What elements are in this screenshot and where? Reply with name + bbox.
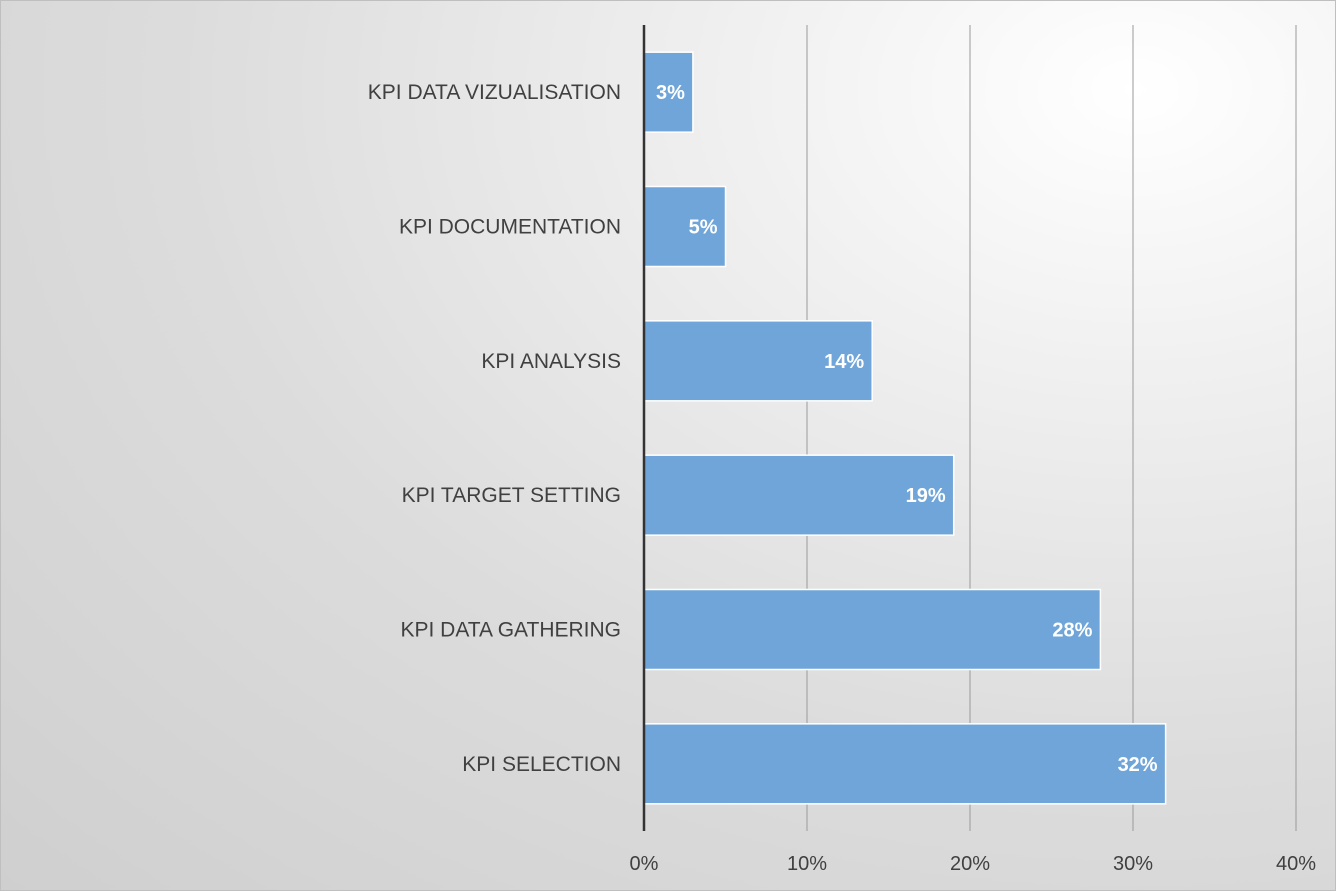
- category-label: KPI SELECTION: [462, 753, 621, 776]
- data-label: 5%: [689, 217, 718, 239]
- category-label: KPI DOCUMENTATION: [399, 216, 621, 239]
- bar: [643, 185, 727, 268]
- x-axis-ticks: 0% 10% 20% 30% 40%: [630, 853, 1317, 875]
- x-tick-label: 0%: [630, 853, 659, 875]
- x-tick-label: 10%: [787, 853, 827, 875]
- category-label: KPI DATA VIZUALISATION: [368, 81, 621, 104]
- category-labels: KPI DATA VIZUALISATION KPI DOCUMENTATION K…: [368, 81, 621, 776]
- bar: [643, 51, 694, 133]
- data-label: 32%: [1118, 754, 1158, 776]
- bar: [643, 723, 1167, 805]
- data-label: 14%: [824, 351, 864, 373]
- category-label: KPI DATA GATHERING: [400, 619, 621, 642]
- data-label: 19%: [906, 485, 946, 507]
- category-label: KPI ANALYSIS: [481, 350, 621, 373]
- x-tick-label: 40%: [1276, 853, 1316, 875]
- x-tick-label: 20%: [950, 853, 990, 875]
- data-label: 3%: [656, 82, 685, 104]
- data-label: 28%: [1052, 620, 1092, 642]
- x-tick-label: 30%: [1113, 853, 1153, 875]
- bar: [643, 320, 873, 402]
- category-label: KPI TARGET SETTING: [402, 484, 621, 507]
- bars: 3% 5% 14% 19% 28% 32%: [643, 51, 1167, 805]
- bar: [643, 588, 1102, 671]
- gridlines: [806, 25, 1297, 831]
